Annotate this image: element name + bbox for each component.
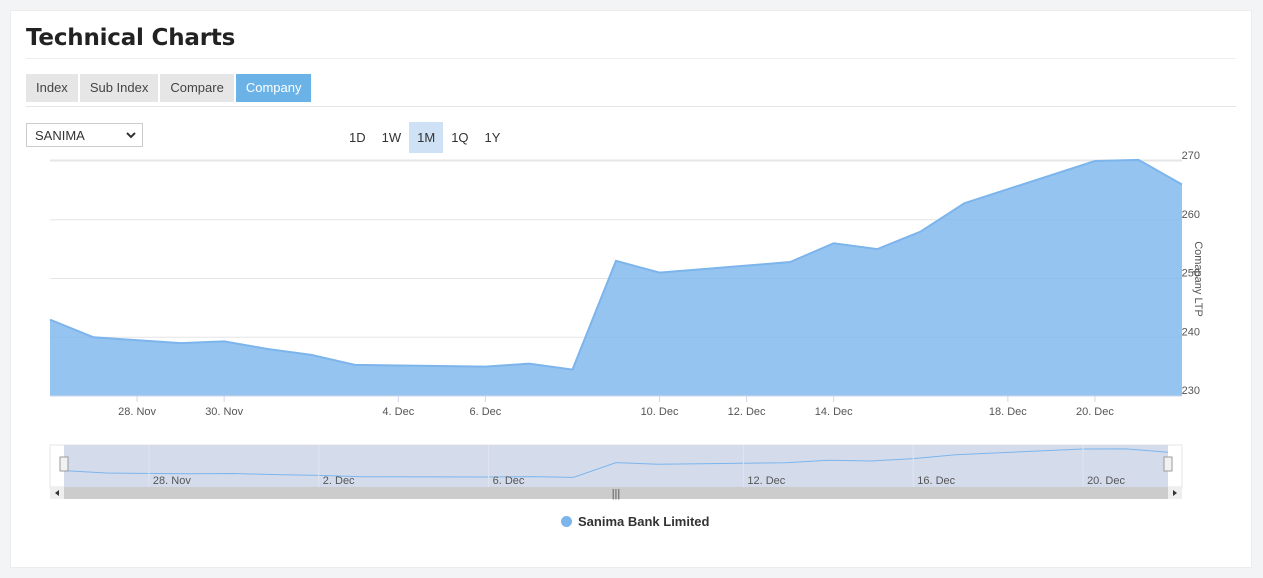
navigator-tick-label: 28. Nov: [153, 475, 191, 487]
x-tick-label: 6. Dec: [469, 406, 501, 418]
chart-legend[interactable]: Sanima Bank Limited: [561, 514, 709, 529]
range-1y-button[interactable]: 1Y: [484, 130, 501, 145]
scroll-left-icon[interactable]: [55, 490, 59, 496]
y-tick-label: 260: [1182, 209, 1200, 221]
navigator-tick-label: 20. Dec: [1087, 475, 1125, 487]
series-line: [49, 158, 1183, 371]
range-1d-button[interactable]: 1D: [349, 130, 366, 145]
x-tick-label: 30. Nov: [205, 406, 243, 418]
x-tick-label: 14. Dec: [815, 406, 853, 418]
x-tick-label: 18. Dec: [989, 406, 1027, 418]
x-tick-label: 10. Dec: [641, 406, 679, 418]
range-selector: 1D 1W 1M 1Q 1Y: [341, 122, 508, 153]
y-tick-label: 230: [1182, 385, 1200, 397]
legend-marker: [561, 516, 572, 527]
scroll-right-icon[interactable]: [1173, 490, 1177, 496]
series-area: [50, 159, 1182, 396]
legend-label: Sanima Bank Limited: [578, 514, 710, 529]
navigator-right-handle[interactable]: [1163, 456, 1173, 472]
tab-sub-index[interactable]: Sub Index: [79, 74, 159, 102]
x-tick-label: 20. Dec: [1076, 406, 1114, 418]
chart-type-tabs: Index Sub Index Compare Company: [26, 74, 312, 102]
navigator-tick-label: 12. Dec: [747, 475, 785, 487]
scrollbar-grip-icon: |||: [612, 488, 621, 500]
tab-company[interactable]: Company: [235, 74, 312, 102]
tab-compare[interactable]: Compare: [160, 74, 234, 102]
range-1m-button[interactable]: 1M: [409, 122, 444, 153]
tabs-divider: [26, 106, 1236, 107]
x-tick-label: 12. Dec: [728, 406, 766, 418]
scrollbar-thumb[interactable]: [64, 487, 1168, 499]
page-title: Technical Charts: [26, 25, 236, 51]
y-tick-label: 270: [1182, 150, 1200, 162]
company-select-value: SANIMA: [35, 128, 85, 143]
y-tick-label: 250: [1182, 268, 1200, 280]
range-1w-button[interactable]: 1W: [381, 130, 402, 145]
navigator-tick-label: 2. Dec: [323, 475, 355, 487]
navigator-tick-label: 16. Dec: [917, 475, 955, 487]
price-chart: 230 240 250 260 270 28. Nov 30. Nov 4. Dec 6. De…: [49, 150, 1204, 500]
navigator-left-handle[interactable]: [59, 456, 69, 472]
y-tick-label: 240: [1182, 326, 1200, 338]
navigator-selection: [64, 445, 1168, 487]
navigator-tick-label: 6. Dec: [493, 475, 525, 487]
x-tick-label: 28. Nov: [118, 406, 156, 418]
chevron-down-icon: [126, 124, 136, 158]
navigator-series: [63, 448, 1169, 478]
tab-index[interactable]: Index: [26, 74, 78, 102]
y-axis-title: Comapany LTP: [1192, 241, 1204, 317]
company-select[interactable]: SANIMA: [26, 123, 143, 147]
chart-card: Technical Charts Index Sub Index Compare…: [10, 10, 1252, 568]
title-divider: [26, 58, 1236, 59]
x-tick-label: 4. Dec: [382, 406, 414, 418]
range-1q-button[interactable]: 1Q: [451, 130, 469, 145]
